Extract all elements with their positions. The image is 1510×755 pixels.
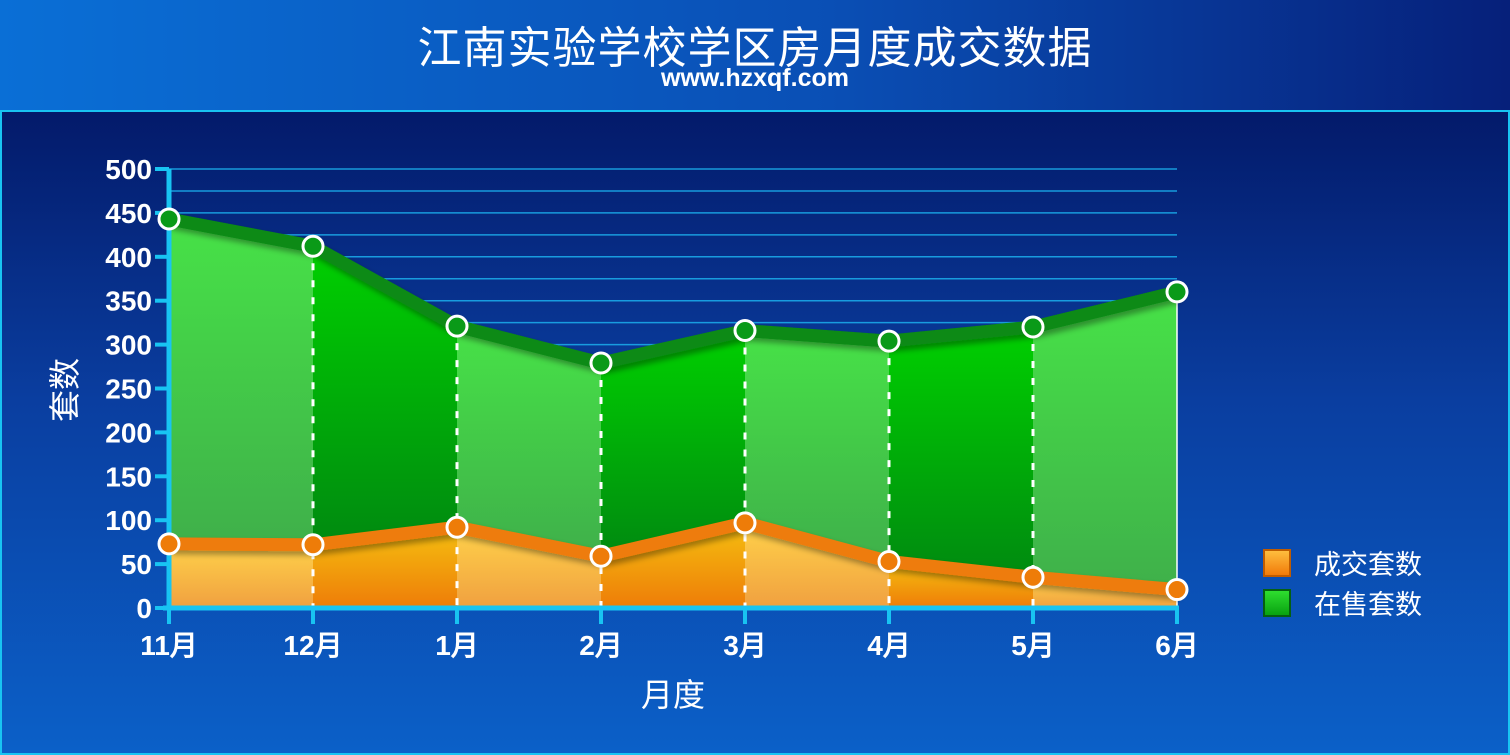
sold-data-point [445, 515, 469, 539]
listed-data-point [877, 329, 901, 353]
sold-data-point [157, 532, 181, 556]
area-fills [169, 219, 1177, 608]
y-tick-label: 0 [136, 593, 152, 624]
sold-area-segment [745, 522, 889, 608]
y-tick-label: 150 [105, 461, 152, 492]
listed-series-line [167, 212, 1179, 370]
sold-area-segment [457, 527, 601, 608]
listed-data-point [589, 351, 613, 375]
x-tick-label: 4月 [867, 630, 911, 661]
sold-data-point [1165, 578, 1189, 602]
y-tick-label: 300 [105, 330, 152, 361]
legend-label: 在售套数 [1314, 590, 1422, 621]
sold-data-point [589, 544, 613, 568]
x-tick-label: 12月 [283, 630, 342, 661]
x-tick-label: 1月 [435, 630, 479, 661]
sold-data-point [1021, 565, 1045, 589]
listed-area-segment [745, 330, 889, 562]
x-tick-label: 6月 [1155, 630, 1199, 661]
y-tick-label: 450 [105, 198, 152, 229]
chart-title: 江南实验学校学区房月度成交数据 [417, 23, 1093, 74]
x-tick-label: 11月 [140, 630, 198, 661]
axes: 0 50 100 150 200 250 300 350 400 450 500 11月 12月 1月 2月… [105, 154, 1199, 661]
listed-area-segment [169, 219, 313, 545]
listed-data-point [445, 314, 469, 338]
x-tick-label: 5月 [1011, 630, 1055, 661]
sold-area-segment [601, 522, 745, 608]
sold-area-segment [889, 561, 1033, 608]
listed-area-segment [1033, 291, 1177, 590]
listed-area-segment [889, 327, 1033, 578]
listed-data-point [301, 234, 325, 258]
data-points [157, 207, 1189, 602]
listed-data-point [1021, 315, 1045, 339]
legend-swatch [1263, 589, 1291, 617]
x-tick-label: 2月 [579, 630, 623, 661]
x-axis-label: 月度 [641, 676, 705, 714]
sold-area-segment [169, 543, 313, 608]
y-tick-label: 100 [105, 505, 152, 536]
listed-data-point [733, 319, 757, 343]
y-tick-label: 200 [105, 417, 152, 448]
sold-data-point [301, 533, 325, 557]
y-tick-label: 500 [105, 154, 152, 185]
y-tick-label: 350 [105, 286, 152, 317]
sold-series-line [168, 516, 1178, 597]
y-tick-label: 50 [121, 549, 152, 580]
listed-area-segment [313, 246, 457, 545]
chart-subtitle: www.hzxqf.com [661, 64, 849, 92]
y-axis-label: 套数 [46, 358, 84, 422]
listed-area-segment [457, 326, 601, 557]
sold-data-point [733, 511, 757, 535]
legend-label: 成交套数 [1314, 550, 1422, 581]
listed-area-segment [601, 330, 745, 557]
listed-data-point [1165, 280, 1189, 304]
y-tick-label: 400 [105, 242, 152, 273]
sold-data-point [877, 549, 901, 573]
legend-swatch [1263, 549, 1291, 577]
chart-header: 江南实验学校学区房月度成交数据 www.hzxqf.com [0, 0, 1510, 110]
sold-area-segment [313, 527, 457, 608]
listed-data-point [157, 207, 181, 231]
y-tick-label: 250 [105, 374, 152, 405]
x-tick-label: 3月 [723, 630, 767, 661]
